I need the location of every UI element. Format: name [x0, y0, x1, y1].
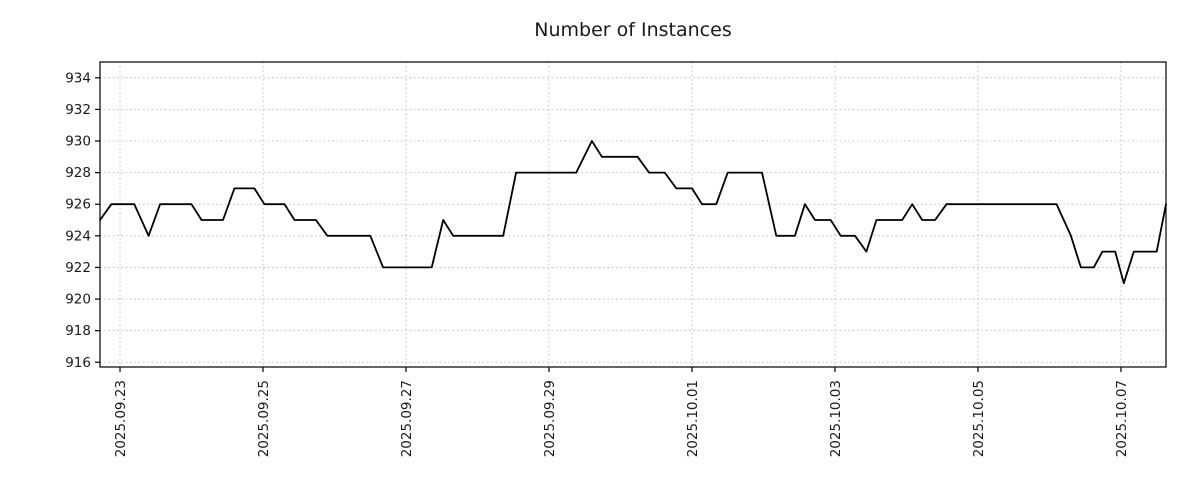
- x-tick-label: 2025.09.23: [113, 380, 129, 457]
- x-tick-label: 2025.09.29: [542, 380, 558, 457]
- y-tick-label: 930: [65, 134, 91, 150]
- x-tick-label: 2025.09.27: [399, 380, 415, 457]
- x-tick-label: 2025.09.25: [256, 380, 272, 457]
- data-line: [99, 140, 1167, 285]
- y-tick-label: 928: [65, 165, 91, 181]
- y-tick-label: 916: [65, 355, 91, 371]
- y-tick-label: 924: [65, 228, 91, 244]
- chart-title: Number of Instances: [534, 19, 731, 41]
- plot-border: [99, 61, 1167, 368]
- x-tick-label: 2025.10.07: [1114, 380, 1130, 457]
- data-series: [99, 140, 1167, 285]
- x-tick-label: 2025.10.05: [971, 380, 987, 457]
- y-tick-label: 932: [65, 102, 91, 118]
- y-tick-label: 918: [65, 323, 91, 339]
- x-tick-label: 2025.10.03: [828, 380, 844, 457]
- x-tick-label: 2025.10.01: [685, 380, 701, 457]
- y-tick-label: 934: [65, 70, 91, 86]
- axis-ticks-and-labels: 916 918 920 922 924 926 928 930 932 934 2025.09.23…: [65, 70, 1130, 457]
- y-tick-label: 926: [65, 197, 91, 213]
- y-tick-label: 922: [65, 260, 91, 276]
- y-tick-label: 920: [65, 292, 91, 308]
